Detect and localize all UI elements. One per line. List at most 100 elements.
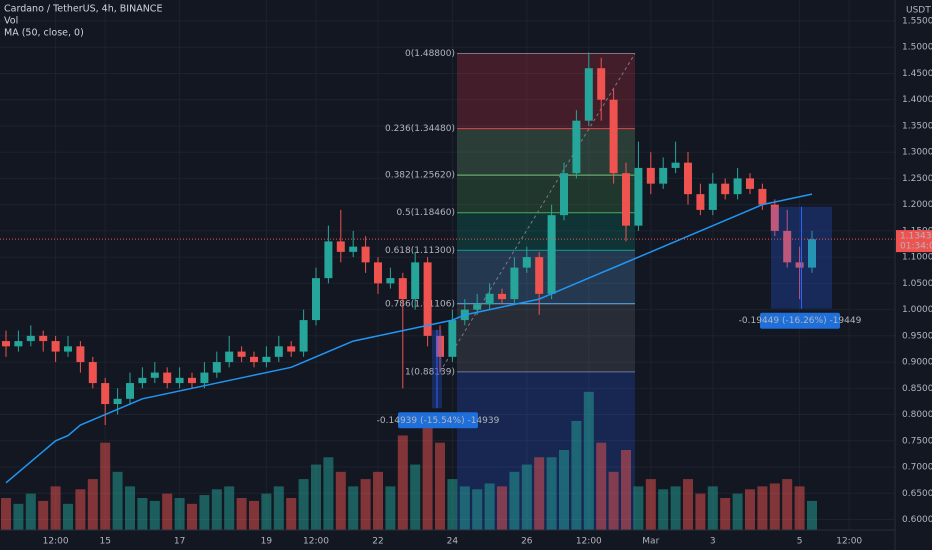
- volume-bar: [559, 450, 569, 530]
- candle-body: [783, 230, 792, 263]
- candle-body: [76, 346, 85, 363]
- volume-bar: [249, 500, 259, 530]
- candle-body: [237, 351, 246, 357]
- x-tick-label: Mar: [642, 537, 659, 547]
- volume-bar: [261, 493, 272, 530]
- fib-label: 0.618(1.11300): [385, 246, 455, 256]
- candle-body: [646, 167, 655, 184]
- candle-body: [88, 362, 97, 384]
- volume-bar: [782, 479, 793, 530]
- y-tick-label: 1.55000: [902, 16, 932, 26]
- candle-body: [386, 278, 395, 284]
- fib-label: 0.5(1.18460): [396, 208, 455, 218]
- volume-bar: [174, 498, 185, 530]
- volume-bar: [87, 479, 98, 530]
- candle-body: [584, 68, 593, 121]
- candle-body: [51, 341, 60, 352]
- volume-bar: [273, 486, 284, 530]
- volume-bar: [435, 442, 445, 530]
- y-tick-label: 1.45000: [902, 69, 932, 79]
- volume-bar: [224, 486, 235, 530]
- x-tick-label: 19: [261, 537, 273, 547]
- volume-bar: [571, 420, 582, 530]
- candle-body: [336, 241, 345, 252]
- volume-bar: [621, 450, 631, 530]
- candle-body: [721, 183, 730, 195]
- candle-body: [312, 278, 320, 321]
- candle-body: [64, 346, 72, 352]
- candle-body: [163, 372, 172, 384]
- measure-label-bg: [760, 312, 840, 329]
- candle-body: [262, 356, 271, 363]
- candle-body: [535, 257, 544, 294]
- candle-body: [609, 99, 618, 174]
- y-tick-label: 1.20000: [902, 200, 932, 210]
- candle-body: [473, 304, 482, 310]
- candle-body: [746, 178, 754, 189]
- volume-bar: [63, 503, 73, 530]
- volume-bar: [521, 464, 532, 530]
- volume-bar: [546, 457, 557, 530]
- volume-bar: [211, 489, 222, 530]
- candle-body: [510, 267, 519, 300]
- volume-bar: [125, 486, 135, 530]
- candle-body: [522, 257, 531, 268]
- x-tick-label: 24: [447, 537, 459, 547]
- candle-body: [622, 173, 630, 226]
- candle-body: [795, 262, 804, 268]
- candle-body: [26, 335, 35, 342]
- x-tick-label: 22: [372, 537, 383, 547]
- fib-band: [457, 212, 635, 251]
- volume-bar: [335, 471, 346, 530]
- volume-bar: [608, 471, 619, 530]
- candle-body: [634, 167, 643, 226]
- volume-bar: [757, 486, 768, 530]
- fib-band: [457, 303, 635, 372]
- volume-bar: [162, 493, 173, 530]
- fib-label: 1(0.88139): [405, 367, 455, 377]
- candle-body: [274, 346, 283, 357]
- fib-label: 0.786(1.01106): [385, 299, 455, 309]
- volume-bar: [298, 479, 309, 530]
- volume-bar: [187, 503, 197, 530]
- fib-band: [457, 175, 635, 213]
- candle-body: [349, 246, 358, 252]
- volume-bar: [236, 498, 247, 530]
- candle-body: [436, 335, 444, 357]
- volume-bar: [373, 471, 383, 530]
- last-price-label: 1.13437: [900, 232, 932, 242]
- x-tick-label: 26: [521, 537, 533, 547]
- candle-body: [175, 377, 184, 384]
- candle-body: [696, 194, 705, 210]
- volume-bar: [534, 457, 545, 530]
- candle-body: [324, 241, 333, 279]
- volume-bar: [348, 486, 359, 530]
- volume-bar: [707, 486, 718, 530]
- candle-body: [188, 377, 196, 384]
- y-tick-label: 1.00000: [902, 305, 932, 315]
- x-tick-label: 5: [797, 537, 803, 547]
- fib-label: 0.236(1.34480): [385, 124, 455, 134]
- volume-bar: [422, 413, 433, 530]
- candle-body: [572, 120, 581, 174]
- candle-body: [411, 262, 420, 300]
- y-tick-label: 1.35000: [902, 121, 932, 131]
- candle-body: [671, 162, 680, 168]
- volume-bar: [360, 479, 371, 530]
- volume-bar: [323, 457, 334, 530]
- fib-band: [457, 128, 635, 176]
- volume-bar: [645, 479, 656, 530]
- candle-body: [101, 383, 110, 405]
- y-tick-label: 1.30000: [902, 148, 932, 158]
- volume-bar: [1, 498, 11, 530]
- y-tick-label: 1.10000: [902, 253, 932, 263]
- volume-bar: [583, 391, 594, 530]
- volume-bar: [410, 464, 421, 530]
- volume-bar: [112, 471, 123, 530]
- measure-label: -0.14939 (-15.54%) -14939: [377, 416, 500, 426]
